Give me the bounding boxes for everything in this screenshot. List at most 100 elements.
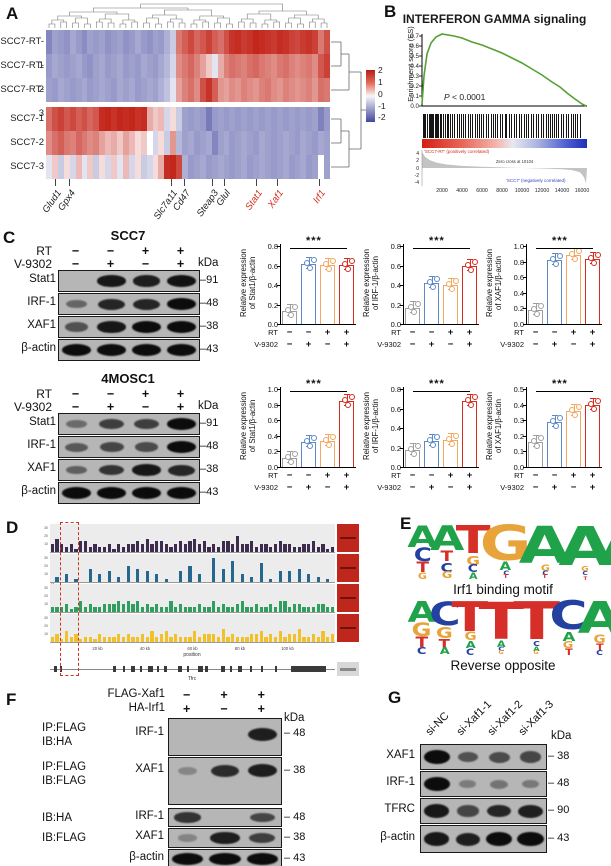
- y-tick-label: 0.4: [267, 281, 278, 290]
- exon-block: [186, 666, 190, 672]
- protein-band: [518, 804, 543, 818]
- chart-y-axis-label: Relative expression of XAF1/β-actin: [485, 376, 508, 476]
- heatmap-cell: [253, 155, 260, 179]
- heatmap-cell: [93, 54, 100, 78]
- protein-band: [487, 804, 512, 818]
- protein-band: [96, 344, 127, 356]
- blot-protein-label: IRF-1: [27, 296, 56, 308]
- coverage-peak: [221, 628, 225, 642]
- hit-tick: [428, 114, 430, 138]
- logo-base-C: C: [532, 640, 540, 648]
- coverage-peak: [145, 636, 149, 642]
- logo-caption: Reverse opposite: [450, 658, 556, 673]
- heatmap-cell: [193, 131, 201, 155]
- logo-base-A: A: [465, 639, 476, 651]
- logo-base-A: A: [599, 520, 611, 572]
- coverage-peak: [155, 636, 159, 642]
- kda-mark: – 38: [284, 831, 306, 843]
- coverage-peak: [235, 536, 240, 552]
- error-bar-cap: [305, 256, 312, 258]
- coverage-peak: [64, 546, 69, 552]
- kda-mark: –91: [200, 417, 219, 429]
- heatmap-cell: [223, 78, 230, 102]
- hit-tick: [463, 114, 465, 138]
- heatmap-cell: [57, 131, 65, 155]
- treatment-sign: −: [71, 387, 80, 401]
- cell-line-title: 4MOSC1: [101, 371, 155, 386]
- exon-block: [198, 666, 203, 672]
- coverage-peak: [159, 606, 164, 612]
- hit-tick: [444, 114, 446, 138]
- heatmap-cell: [75, 78, 82, 102]
- heatmap-cell: [63, 78, 71, 102]
- blot-box: [168, 757, 282, 805]
- data-point: [306, 264, 313, 271]
- heatmap-cell: [259, 155, 266, 179]
- data-point: [291, 450, 298, 457]
- treatment-name: V-9302: [377, 340, 401, 349]
- data-point: [549, 417, 556, 424]
- heatmap-cell: [170, 54, 177, 78]
- coverage-peak: [178, 541, 183, 552]
- hit-tick: [486, 114, 487, 138]
- logo-base-A: A: [468, 571, 478, 582]
- exon-block: [178, 666, 183, 672]
- blot-box: [168, 828, 282, 848]
- coverage-peak: [269, 634, 273, 642]
- error-bar-cap: [551, 253, 558, 254]
- track-facet-label: [337, 554, 359, 582]
- coverage-peak: [55, 576, 59, 582]
- heatmap-cell: [99, 107, 106, 131]
- coverage-peak: [183, 606, 187, 612]
- heatmap-cell: [235, 54, 242, 78]
- treatment-sign: +: [466, 339, 473, 350]
- treatment-sign: −: [409, 327, 416, 338]
- bar-chart-4mosc1-1: Relative expression of IRF-1/β-actin 0.8 0.…: [362, 376, 486, 509]
- treatment-sign: −: [324, 339, 331, 350]
- protein-band: [247, 764, 278, 778]
- coverage-peak: [102, 604, 107, 612]
- exon-block: [112, 666, 116, 672]
- coverage-peak: [226, 636, 230, 642]
- heatmap-cell: [158, 54, 165, 78]
- heatmap-cell: [188, 54, 195, 78]
- coverage-track: [50, 584, 335, 612]
- colorbar-tick: -2: [378, 112, 386, 122]
- logo-base-G: G: [593, 632, 606, 646]
- hit-tick: [441, 114, 443, 138]
- heatmap-cell: [140, 155, 147, 179]
- heatmap-cell: [188, 155, 195, 179]
- coverage-peak: [64, 604, 69, 612]
- heatmap-cell: [117, 107, 124, 131]
- construct-sign: +: [183, 702, 191, 716]
- treatment-sign: +: [343, 327, 350, 338]
- treatment-sign: +: [570, 327, 577, 338]
- protein-band: [424, 804, 450, 818]
- logo-base-C: C: [502, 570, 509, 578]
- treatment-sign: −: [286, 470, 293, 481]
- blot-box: [168, 718, 282, 756]
- data-point: [291, 304, 298, 311]
- panel-d-label: D: [6, 518, 19, 537]
- protein-band: [249, 833, 276, 843]
- coverage-peak: [136, 636, 140, 642]
- heatmap-cell: [217, 155, 224, 179]
- data-point: [310, 435, 317, 441]
- data-point: [322, 260, 329, 267]
- hit-tick: [558, 114, 560, 138]
- treatment-name: V-9302: [500, 483, 524, 492]
- hit-tick: [526, 114, 527, 138]
- heatmap-cell: [164, 131, 171, 155]
- gene-tick: [68, 179, 70, 186]
- heatmap-cell: [211, 78, 218, 102]
- heatmap-cell: [306, 107, 313, 131]
- exon-block: [205, 666, 208, 672]
- protein-band: [61, 487, 92, 499]
- chart-y-axis-label: Relative expression of IRF-1/β-actin: [362, 376, 385, 476]
- heatmap-cell: [205, 78, 213, 102]
- exon-block: [221, 666, 225, 672]
- heatmap-cell: [87, 107, 94, 131]
- coverage-peak: [188, 636, 192, 642]
- data-point: [310, 256, 317, 263]
